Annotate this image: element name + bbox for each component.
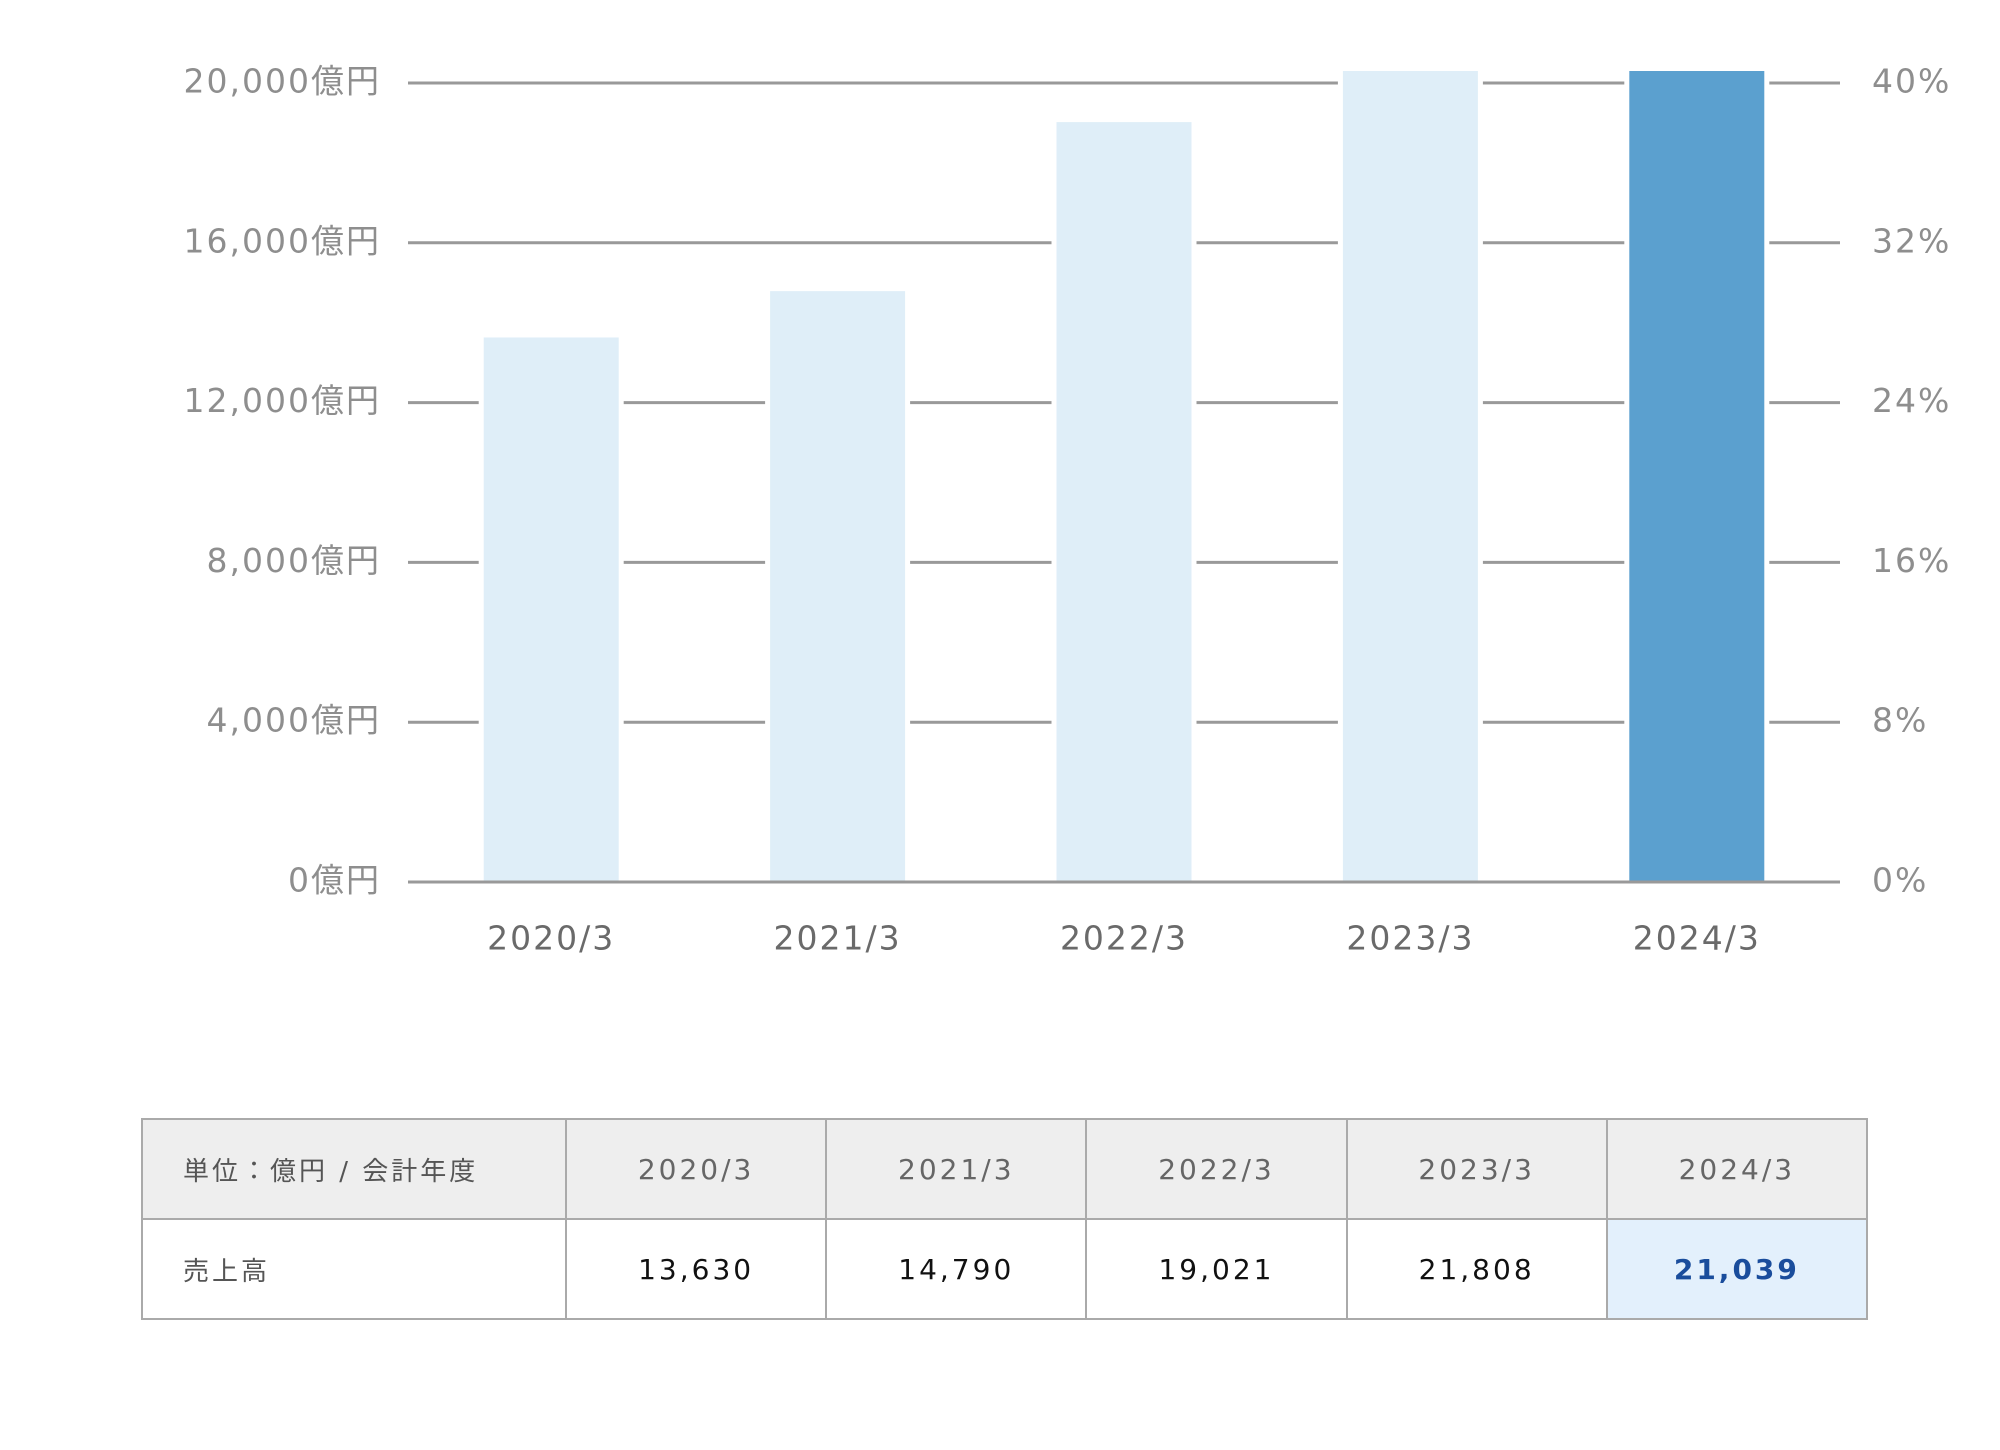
x-tick-label: 2024/3 xyxy=(1633,919,1761,958)
bar xyxy=(770,291,906,882)
y2-tick-label: 0% xyxy=(1872,861,1928,900)
header-cell: 2020/3 xyxy=(564,1118,828,1220)
y-tick-label: 12,000億円 xyxy=(184,381,381,420)
header-cell: 2022/3 xyxy=(1085,1118,1348,1220)
y-tick-label: 8,000億円 xyxy=(207,541,381,580)
table-cell: 14,790 xyxy=(825,1218,1088,1320)
table-cell: 売上高 xyxy=(141,1218,567,1320)
table-cell: 13,630 xyxy=(564,1218,828,1320)
y-tick-label: 20,000億円 xyxy=(184,61,381,100)
header-cell: 2021/3 xyxy=(825,1118,1088,1220)
bar xyxy=(483,337,619,882)
bar xyxy=(1056,122,1192,882)
bar xyxy=(1342,71,1478,882)
y-tick-label: 4,000億円 xyxy=(207,701,381,740)
y2-tick-label: 16% xyxy=(1872,541,1951,580)
table-cell: 21,039 xyxy=(1605,1218,1869,1320)
x-tick-label: 2020/3 xyxy=(487,919,615,958)
header-cell: 単位：億円 / 会計年度 xyxy=(141,1118,567,1220)
header-cell: 2023/3 xyxy=(1345,1118,1608,1220)
table-cell: 21,808 xyxy=(1345,1218,1608,1320)
y-tick-label: 16,000億円 xyxy=(184,221,381,260)
y2-tick-label: 32% xyxy=(1872,221,1951,260)
y-tick-label: 0億円 xyxy=(288,861,381,900)
y2-tick-label: 24% xyxy=(1872,381,1951,420)
header-cell: 2024/3 xyxy=(1605,1118,1869,1220)
x-tick-label: 2021/3 xyxy=(774,919,902,958)
y2-tick-label: 8% xyxy=(1872,701,1928,740)
data-table: 単位：億円 / 会計年度 2020/3 2021/3 2022/3 2023/3 2024… xyxy=(141,1118,1869,1320)
x-tick-label: 2022/3 xyxy=(1060,919,1188,958)
table-row: 売上高 13,630 14,790 19,021 21,808 21,039 xyxy=(141,1218,1869,1320)
chart: 0億円 4,000億円 8,000億円 12,000億円 16,000億円 20,000億… xyxy=(184,61,1951,958)
bar xyxy=(1629,71,1765,882)
y2-tick-label: 40% xyxy=(1872,61,1951,100)
x-tick-label: 2023/3 xyxy=(1346,919,1474,958)
header-row: 単位：億円 / 会計年度 2020/3 2021/3 2022/3 2023/3 2024… xyxy=(141,1118,1869,1220)
table-cell: 19,021 xyxy=(1085,1218,1348,1320)
